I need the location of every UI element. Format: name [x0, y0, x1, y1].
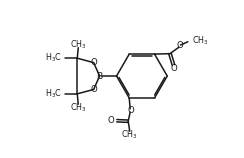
- Text: O: O: [90, 85, 97, 94]
- Text: O: O: [127, 106, 134, 115]
- Text: H$_3$C: H$_3$C: [45, 52, 62, 64]
- Text: O: O: [90, 58, 97, 67]
- Text: CH$_3$: CH$_3$: [192, 34, 208, 46]
- Text: H$_3$C: H$_3$C: [45, 88, 62, 100]
- Text: CH$_3$: CH$_3$: [70, 38, 87, 51]
- Text: B: B: [97, 72, 103, 81]
- Text: O: O: [107, 116, 114, 125]
- Text: CH$_3$: CH$_3$: [122, 128, 138, 141]
- Text: CH$_3$: CH$_3$: [70, 101, 87, 114]
- Text: O: O: [176, 41, 183, 50]
- Text: O: O: [171, 64, 177, 73]
